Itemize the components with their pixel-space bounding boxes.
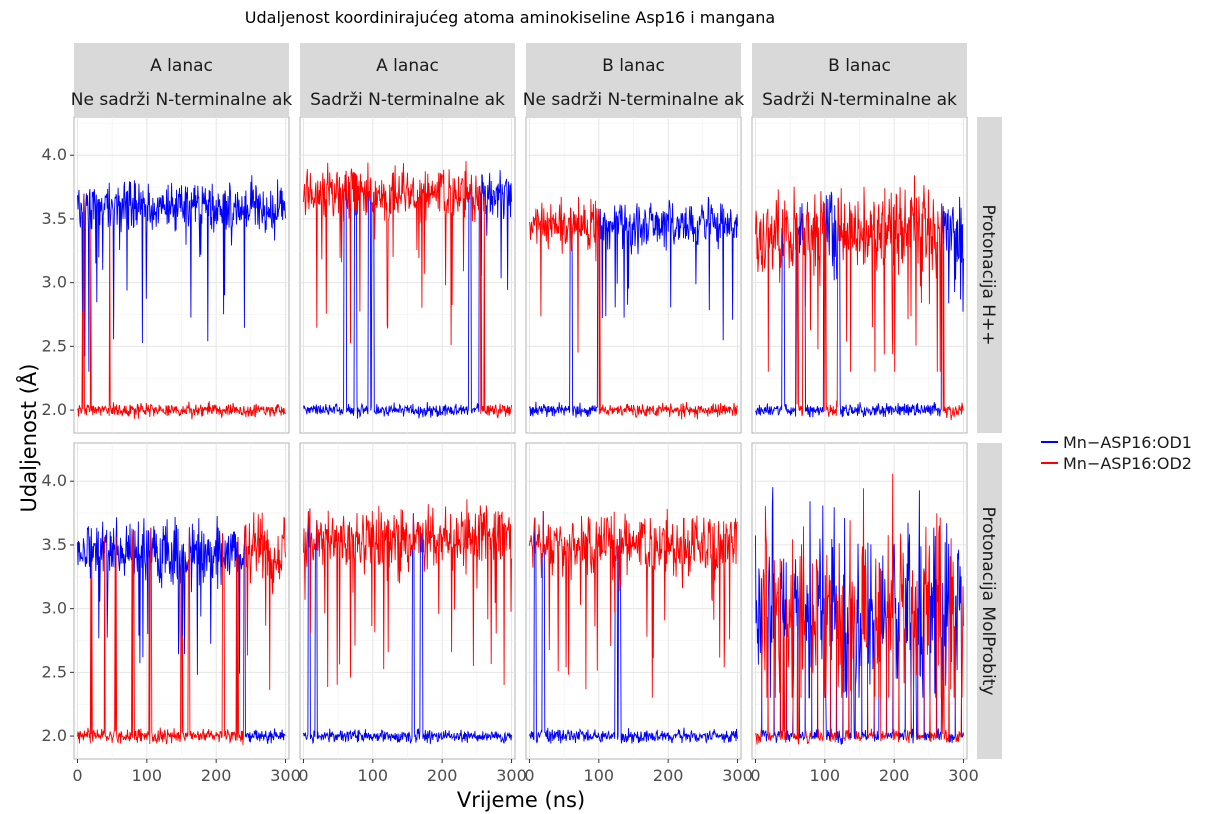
x-tick-label: 200 (427, 766, 458, 785)
panel-r2-c3: 0 100 200 300 (524, 442, 753, 785)
legend-label-od2: Mn−ASP16:OD2 (1063, 454, 1192, 473)
column-strip-3: B lanac Ne sadrži N-terminalne ak (523, 43, 745, 116)
x-tick-label: 0 (750, 766, 760, 785)
row-strip-2: Protonacija MolProbity (977, 443, 1002, 759)
series-line-od2 (77, 512, 286, 745)
strip-label-terminal: Sadrži N-terminalne ak (762, 90, 957, 110)
x-tick-label: 200 (201, 766, 232, 785)
x-tick-label: 200 (879, 766, 910, 785)
x-tick-label: 300 (270, 766, 301, 785)
y-tick-label: 2.5 (42, 336, 67, 355)
panel-r1-c1: 2.0 2.5 3.0 3.5 4.0 (42, 116, 290, 434)
y-tick-label: 3.0 (42, 273, 67, 292)
chart-title: Udaljenost koordinirajućeg atoma aminoki… (245, 8, 775, 27)
y-tick-label: 2.5 (42, 662, 67, 681)
strip-label-chain: B lanac (602, 56, 665, 76)
x-tick-label: 100 (810, 766, 841, 785)
strip-label-chain: A lanac (376, 56, 439, 76)
panel-r1-c3 (525, 116, 742, 434)
x-tick-label: 200 (653, 766, 684, 785)
series-line-od2 (755, 473, 964, 745)
series-line-od1 (755, 191, 964, 418)
series-line-od1 (303, 170, 512, 419)
strip-label-chain: B lanac (828, 56, 891, 76)
x-tick-label: 0 (72, 766, 82, 785)
row-strip-label: Protonacija MolProbity (978, 507, 998, 696)
x-tick-label: 0 (298, 766, 308, 785)
row-strip-label: Protonacija H++ (978, 204, 998, 345)
series-line-od2 (755, 175, 964, 421)
strip-label-terminal: Sadrži N-terminalne ak (310, 90, 505, 110)
x-tick-label: 300 (722, 766, 753, 785)
x-axis-title: Vrijeme (ns) (457, 788, 585, 812)
legend-label-od1: Mn−ASP16:OD1 (1063, 433, 1192, 452)
series-line-od2 (529, 508, 738, 698)
x-tick-label: 100 (132, 766, 163, 785)
column-strip-2: A lanac Sadrži N-terminalne ak (300, 43, 515, 116)
y-axis-title: Udaljenost (Å) (15, 364, 41, 513)
panel-r2-c2: 0 100 200 300 (298, 442, 527, 785)
panels: 2.0 2.5 3.0 3.5 4.0 2.0 2.5 3.0 3.5 4.0 0 100 200 300… (42, 116, 979, 785)
x-tick-label: 100 (358, 766, 389, 785)
strip-label-terminal: Ne sadrži N-terminalne ak (71, 90, 293, 110)
column-strip-4: B lanac Sadrži N-terminalne ak (752, 43, 967, 116)
y-tick-label: 4.0 (42, 471, 67, 490)
series-line-od1 (529, 196, 738, 418)
series-line-od1 (755, 487, 964, 745)
y-tick-label: 3.5 (42, 535, 67, 554)
strip-label-terminal: Ne sadrži N-terminalne ak (523, 90, 745, 110)
y-tick-label: 2.0 (42, 726, 67, 745)
legend: Mn−ASP16:OD1 Mn−ASP16:OD2 (1041, 433, 1192, 473)
row-strip-1: Protonacija H++ (977, 117, 1002, 433)
series-line-od2 (77, 193, 286, 420)
y-tick-label: 4.0 (42, 145, 67, 164)
column-strip-1: A lanac Ne sadrži N-terminalne ak (71, 43, 293, 116)
strip-label-chain: A lanac (150, 56, 213, 76)
series-line-od1 (77, 175, 286, 372)
series-line-od2 (303, 161, 512, 419)
panel-r1-c4 (751, 116, 968, 434)
y-tick-label: 2.0 (42, 400, 67, 419)
panel-r2-c1: 2.0 2.5 3.0 3.5 4.0 0 100 200 300 (42, 442, 301, 785)
x-tick-label: 300 (948, 766, 979, 785)
series-line-od1 (529, 510, 738, 744)
y-tick-label: 3.0 (42, 599, 67, 618)
panel-r2-c4: 0 100 200 300 (750, 442, 979, 785)
series-line-od1 (303, 508, 512, 745)
series-line-od2 (303, 499, 512, 688)
x-tick-label: 0 (524, 766, 534, 785)
panel-r1-c2 (299, 116, 516, 434)
y-tick-label: 3.5 (42, 209, 67, 228)
series-line-od2 (529, 196, 738, 420)
x-tick-label: 300 (496, 766, 527, 785)
x-tick-label: 100 (584, 766, 615, 785)
